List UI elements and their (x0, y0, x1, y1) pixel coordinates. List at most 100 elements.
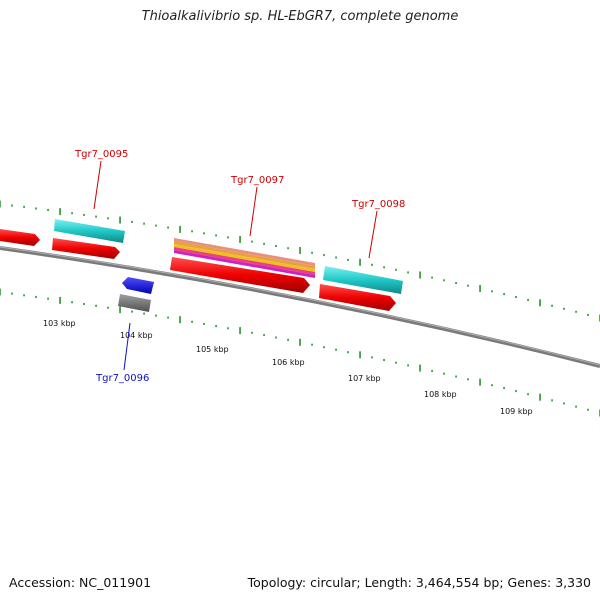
map-title: Thioalkalivibrio sp. HL-EbGR7, complete … (141, 9, 459, 24)
inner-ring-minor-tick (407, 364, 409, 367)
inner-ring-minor-tick (131, 310, 133, 313)
inner-tick-ring (0, 288, 600, 417)
inner-ring-minor-tick (215, 325, 217, 328)
gene-label-tgr7-0095[interactable]: Tgr7_0095 (74, 149, 128, 160)
inner-ring-minor-tick (203, 322, 205, 325)
outer-ring-major-tick (59, 208, 61, 216)
outer-ring-minor-tick (371, 263, 373, 266)
inner-ring-major-tick (299, 338, 301, 346)
inner-ring-major-tick (359, 351, 361, 359)
outer-ring-minor-tick (83, 213, 85, 216)
inner-ring-major-tick (59, 296, 61, 304)
outer-ring-minor-tick (395, 268, 397, 271)
gene-0094-cds-feature[interactable] (0, 229, 40, 246)
outer-ring-major-tick (479, 285, 481, 292)
inner-ring-minor-tick (275, 336, 277, 339)
inner-ring-minor-tick (335, 348, 337, 351)
gene-0098-cds-feature[interactable] (319, 284, 396, 311)
inner-ring-minor-tick (191, 320, 193, 323)
gene-0096-cds-feature[interactable] (122, 277, 154, 294)
inner-ring-minor-tick (563, 402, 565, 405)
inner-ring-minor-tick (287, 338, 289, 341)
outer-ring-minor-tick (227, 236, 229, 239)
inner-ring-minor-tick (11, 292, 13, 295)
outer-ring-major-tick (299, 247, 301, 254)
outer-ring-minor-tick (443, 279, 445, 282)
inner-ring-major-tick (0, 288, 1, 296)
gene-labels: Tgr7_0095 Tgr7_0097 Tgr7_0098 Tgr7_0096 (74, 149, 405, 384)
outer-ring-minor-tick (407, 271, 409, 274)
outer-ring-major-tick (119, 216, 121, 224)
outer-ring-minor-tick (95, 215, 97, 218)
outer-tick-ring (0, 200, 600, 322)
inner-ring-minor-tick (251, 331, 253, 334)
outer-ring-minor-tick (263, 242, 265, 245)
outer-ring-minor-tick (467, 284, 469, 287)
outer-ring-minor-tick (71, 212, 73, 215)
gene-0097-cds-feature[interactable] (170, 257, 310, 293)
inner-ring-minor-tick (587, 408, 589, 411)
outer-ring-minor-tick (563, 307, 565, 310)
inner-ring-minor-tick (155, 314, 157, 317)
inner-ring-minor-tick (503, 387, 505, 390)
inner-ring-minor-tick (23, 294, 25, 297)
scale-label-109: 109 kbp (500, 407, 533, 416)
gene-0096-leader-line (123, 322, 131, 371)
outer-ring-minor-tick (431, 276, 433, 279)
gene-label-tgr7-0097[interactable]: Tgr7_0097 (230, 175, 284, 186)
scale-label-103: 103 kbp (43, 319, 76, 328)
inner-ring-minor-tick (95, 304, 97, 307)
outer-ring-minor-tick (23, 205, 25, 208)
scale-labels: 103 kbp 104 kbp 105 kbp 106 kbp 107 kbp … (43, 319, 533, 416)
outer-ring-minor-tick (335, 256, 337, 259)
gene-0096-grey-feature[interactable] (118, 294, 151, 312)
outer-ring-major-tick (359, 258, 361, 266)
inner-ring-minor-tick (167, 316, 169, 319)
inner-ring-minor-tick (35, 295, 37, 298)
gene-label-tgr7-0096[interactable]: Tgr7_0096 (95, 373, 149, 384)
inner-ring-minor-tick (323, 346, 325, 349)
gene-0095-cds-feature[interactable] (52, 238, 120, 259)
inner-ring-minor-tick (467, 378, 469, 381)
inner-ring-minor-tick (491, 384, 493, 387)
gene-0097-multicolor-feature[interactable] (174, 238, 315, 278)
inner-ring-minor-tick (551, 399, 553, 402)
inner-ring-minor-tick (311, 343, 313, 346)
outer-ring-minor-tick (191, 230, 193, 233)
accession-text: Accession: NC_011901 (9, 575, 152, 590)
inner-ring-minor-tick (383, 359, 385, 361)
outer-ring-minor-tick (35, 207, 37, 210)
gene-label-tgr7-0098[interactable]: Tgr7_0098 (351, 199, 405, 210)
scale-label-106: 106 kbp (272, 358, 305, 367)
inner-ring-minor-tick (143, 312, 145, 315)
gene-0095-rna-feature[interactable] (54, 219, 125, 243)
genome-backbone-highlight (0, 246, 600, 366)
inner-ring-minor-tick (263, 334, 265, 337)
inner-ring-major-tick (539, 393, 541, 401)
outer-ring-minor-tick (251, 240, 253, 243)
outer-ring-minor-tick (11, 204, 13, 207)
gene-0095-leader-line (93, 160, 102, 210)
gene-0098-leader-line (368, 210, 378, 259)
inner-ring-minor-tick (443, 372, 445, 375)
gene-track-forward (0, 219, 403, 311)
outer-ring-minor-tick (215, 234, 217, 237)
outer-ring-minor-tick (515, 296, 517, 298)
inner-ring-major-tick (239, 327, 241, 335)
genome-backbone (0, 246, 600, 368)
outer-ring-minor-tick (455, 282, 457, 284)
outer-ring-minor-tick (107, 217, 109, 220)
outer-ring-minor-tick (527, 298, 529, 301)
outer-ring-minor-tick (131, 220, 133, 223)
scale-label-107: 107 kbp (348, 374, 381, 383)
scale-label-108: 108 kbp (424, 390, 457, 399)
gene-0098-rna-feature[interactable] (323, 266, 403, 294)
inner-ring-minor-tick (527, 393, 529, 396)
outer-ring-minor-tick (287, 247, 289, 250)
outer-ring-minor-tick (311, 251, 313, 254)
inner-ring-minor-tick (227, 327, 229, 330)
outer-ring-minor-tick (203, 232, 205, 235)
gene-track-reverse (118, 277, 154, 312)
inner-ring-minor-tick (83, 303, 85, 305)
inner-ring-minor-tick (371, 356, 373, 359)
